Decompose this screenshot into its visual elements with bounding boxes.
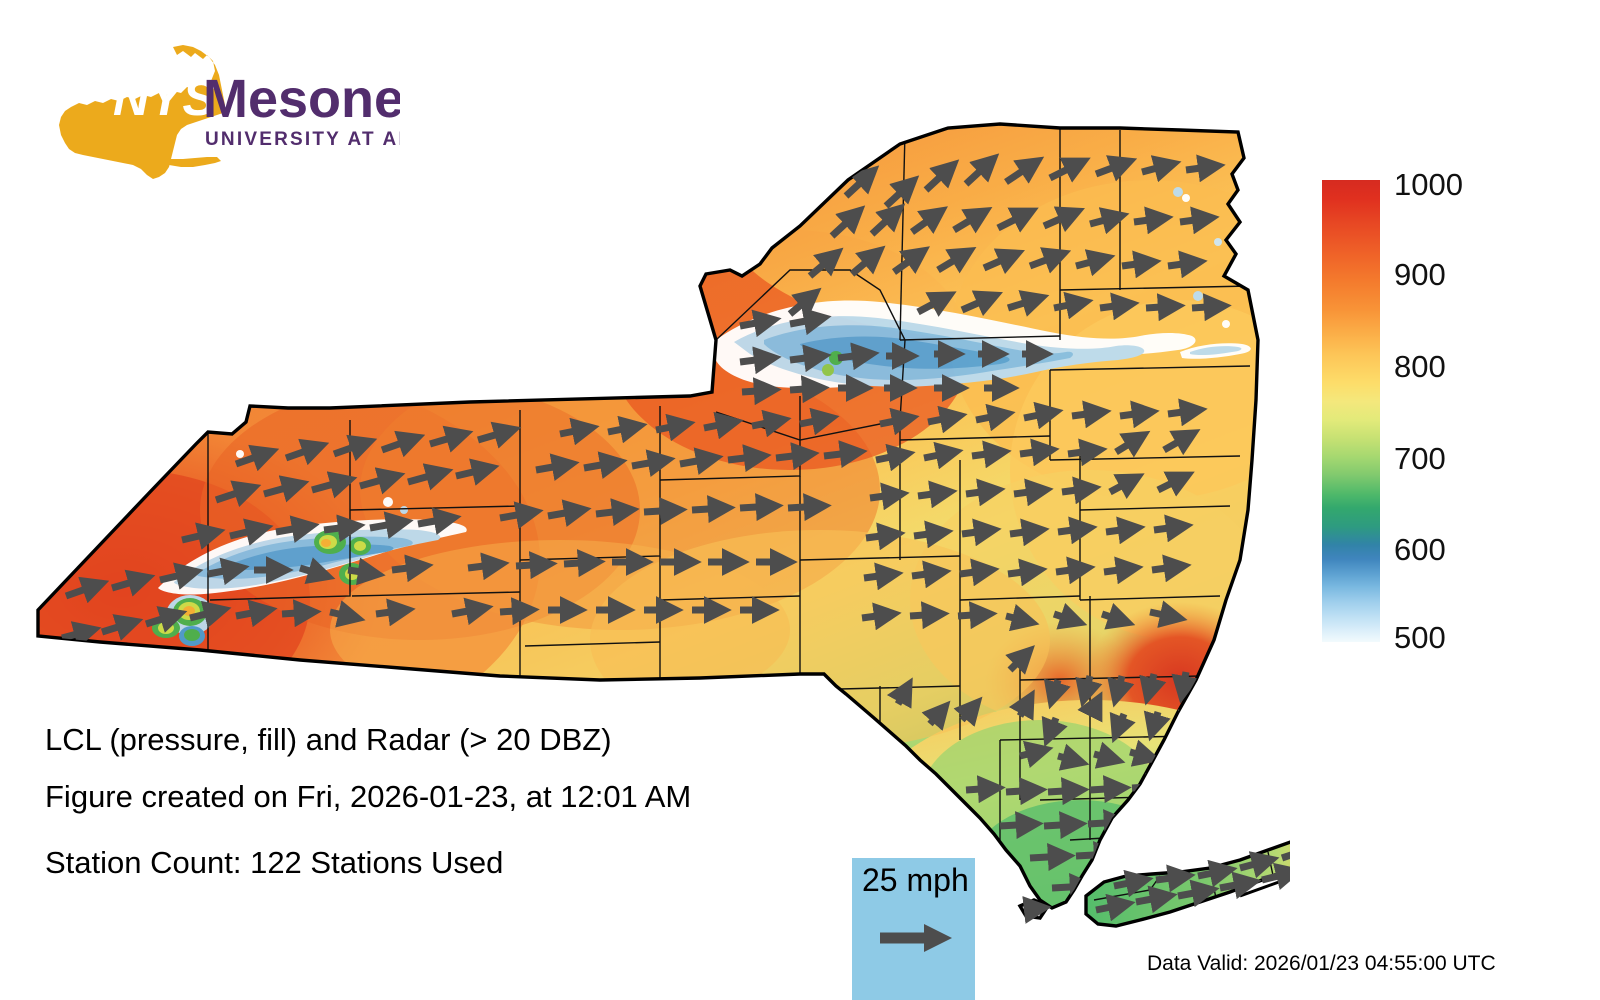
wind-vector-layer (61, 153, 1232, 901)
new-york-lcl-map (0, 40, 1391, 940)
wind-arrows-east (861, 398, 1208, 632)
right-arrow-icon (880, 924, 952, 952)
wind-speed-legend: 25 mph (852, 858, 975, 1000)
colorbar-gradient (1322, 180, 1380, 642)
long-island-fill (1086, 822, 1352, 926)
data-valid-timestamp: Data Valid: 2026/01/23 04:55:00 UTC (1147, 952, 1496, 975)
logo-tagline-text: UNIVERSITY AT ALBANY (205, 129, 400, 150)
colorbar-tick-600: 600 (1394, 532, 1446, 567)
station-count: Station Count: 122 Stations Used (45, 845, 504, 880)
figure-title: LCL (pressure, fill) and Radar (> 20 DBZ… (45, 722, 612, 757)
wind-legend-label: 25 mph (862, 862, 969, 898)
colorbar: 1000 900 800 700 600 500 (1322, 167, 1497, 655)
long-island-logo-shape (159, 157, 221, 167)
map-graphic (36, 122, 1391, 928)
logo-nys-text: NYS (113, 70, 216, 126)
nys-mesonet-logo: NYS Mesonet UNIVERSITY AT ALBANY (55, 45, 400, 180)
logo-mesonet-text: Mesonet (203, 69, 400, 129)
wind-arrows-central (451, 407, 868, 626)
colorbar-tick-700: 700 (1394, 441, 1446, 476)
colorbar-tick-1000: 1000 (1394, 167, 1463, 202)
wind-arrows-hudson (886, 645, 1230, 771)
wind-arrows-lake-ontario (739, 307, 1054, 406)
colorbar-tick-900: 900 (1394, 257, 1446, 292)
radar-echo-eastern-lake-ontario (1173, 187, 1251, 359)
colorbar-tick-500: 500 (1394, 620, 1446, 655)
ny-state-logo-shape (59, 45, 225, 179)
wind-arrows-west (61, 421, 522, 649)
figure-created-at: Figure created on Fri, 2026-01-23, at 12… (45, 779, 692, 814)
wind-arrows-north (787, 153, 1232, 322)
colorbar-tick-800: 800 (1394, 349, 1446, 384)
logo-graphic: NYS Mesonet UNIVERSITY AT ALBANY (59, 45, 400, 179)
